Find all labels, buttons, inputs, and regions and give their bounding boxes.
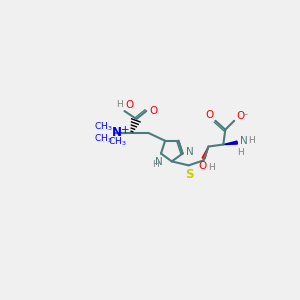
Text: S: S (185, 168, 194, 181)
Text: O: O (149, 106, 158, 116)
Text: H: H (248, 136, 255, 145)
Text: N: N (186, 146, 194, 157)
Text: H: H (208, 164, 215, 172)
Polygon shape (223, 141, 237, 145)
Text: $\mathregular{CH_3}$: $\mathregular{CH_3}$ (94, 121, 112, 133)
Text: H: H (116, 100, 122, 109)
Text: H: H (152, 160, 158, 169)
Text: $\mathregular{^-}$: $\mathregular{^-}$ (241, 111, 249, 120)
Text: $\mathregular{N}$: $\mathregular{N}$ (111, 126, 122, 140)
Polygon shape (202, 146, 208, 159)
Text: $\mathregular{CH_3}$: $\mathregular{CH_3}$ (94, 133, 112, 145)
Text: O: O (236, 111, 244, 121)
Text: N: N (155, 158, 163, 167)
Text: H: H (237, 148, 244, 157)
Text: O: O (125, 100, 134, 110)
Text: $\mathregular{CH_3}$: $\mathregular{CH_3}$ (108, 136, 126, 148)
Text: N: N (240, 136, 248, 146)
Text: O: O (198, 161, 207, 171)
Text: $\mathregular{+}$: $\mathregular{+}$ (120, 124, 130, 135)
Text: O: O (205, 110, 213, 120)
